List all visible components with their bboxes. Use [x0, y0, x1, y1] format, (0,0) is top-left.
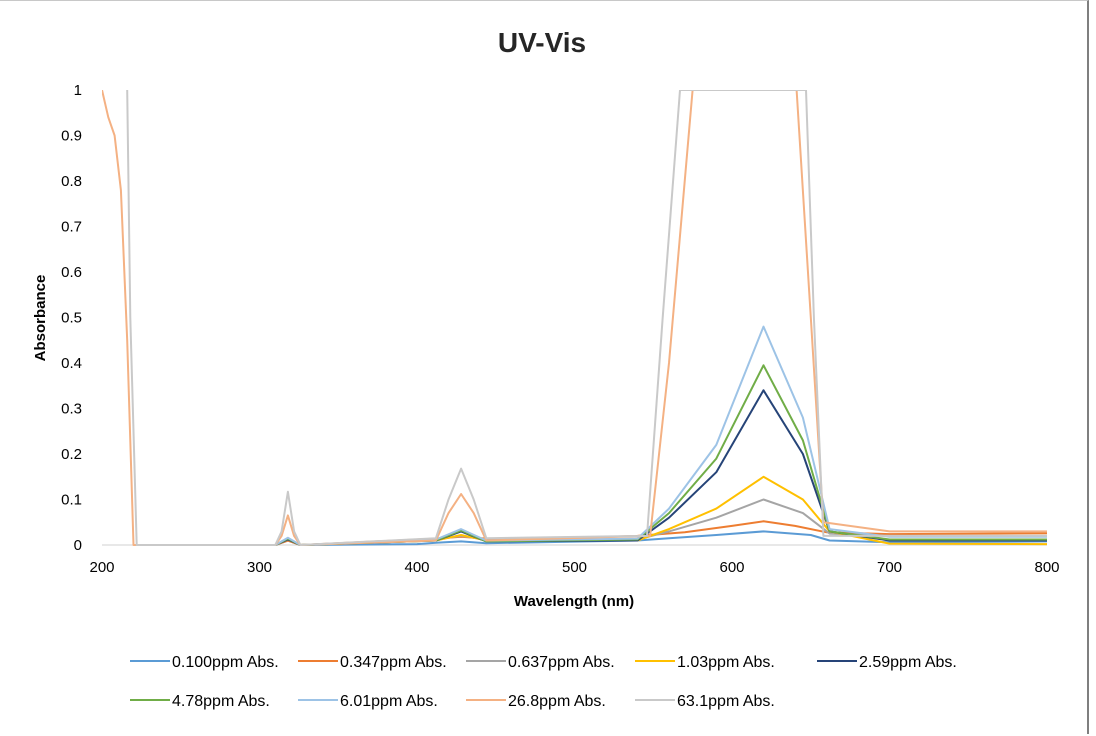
y-axis-ticks: 0 0.1 0.2 0.3 0.4 0.5 0.6 0.7 0.8 0.9 1	[61, 82, 82, 554]
y-tick-label: 1	[74, 82, 82, 99]
x-tick-label: 400	[404, 559, 429, 576]
x-axis-title: Wavelength (nm)	[514, 593, 634, 610]
series-line-8	[102, 90, 1047, 546]
legend-label: 4.78ppm Abs.	[172, 693, 270, 710]
y-tick-label: 0.2	[61, 446, 82, 463]
y-axis-title: Absorbance	[32, 275, 49, 362]
x-tick-label: 600	[719, 559, 744, 576]
series-line-9	[126, 90, 1047, 546]
chart-title: UV-Vis	[498, 27, 586, 58]
legend-label: 63.1ppm Abs.	[677, 693, 775, 710]
y-tick-label: 0	[74, 537, 82, 554]
series-line-5	[274, 389, 1047, 546]
legend-label: 1.03ppm Abs.	[677, 654, 775, 671]
legend-label: 0.100ppm Abs.	[172, 654, 279, 671]
y-tick-label: 0.7	[61, 219, 82, 236]
series-line-6	[274, 364, 1047, 546]
x-tick-label: 200	[89, 559, 114, 576]
legend-label: 6.01ppm Abs.	[340, 693, 438, 710]
legend-label: 0.637ppm Abs.	[508, 654, 615, 671]
x-tick-label: 500	[562, 559, 587, 576]
legend-label: 0.347ppm Abs.	[340, 654, 447, 671]
legend-label: 2.59ppm Abs.	[859, 654, 957, 671]
y-tick-label: 0.5	[61, 310, 82, 327]
x-axis-ticks: 200 300 400 500 600 700 800	[89, 559, 1059, 576]
series-lines	[102, 90, 1047, 546]
y-tick-label: 0.8	[61, 173, 82, 190]
legend-label: 26.8ppm Abs.	[508, 693, 606, 710]
y-tick-label: 0.3	[61, 401, 82, 418]
legend: 0.100ppm Abs. 0.347ppm Abs. 0.637ppm Abs. 1…	[130, 654, 957, 710]
x-tick-label: 700	[877, 559, 902, 576]
x-tick-label: 300	[247, 559, 272, 576]
y-tick-label: 0.6	[61, 264, 82, 281]
y-tick-label: 0.1	[61, 492, 82, 509]
x-tick-label: 800	[1034, 559, 1059, 576]
y-tick-label: 0.9	[61, 128, 82, 145]
y-tick-label: 0.4	[61, 355, 82, 372]
